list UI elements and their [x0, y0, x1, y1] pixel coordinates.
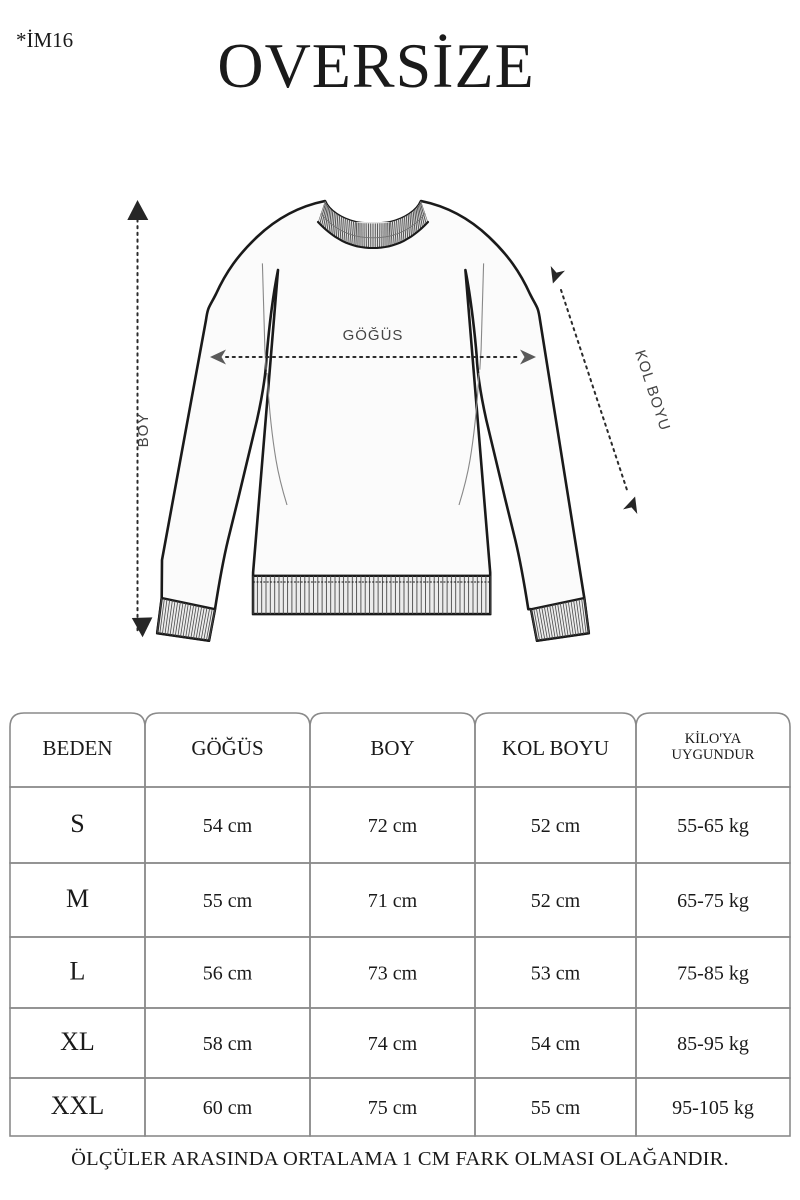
svg-text:73 cm: 73 cm	[368, 963, 418, 985]
svg-text:GÖĞÜS: GÖĞÜS	[191, 736, 263, 760]
svg-text:65-75 kg: 65-75 kg	[677, 890, 749, 912]
svg-text:XL: XL	[60, 1027, 95, 1056]
svg-text:75 cm: 75 cm	[368, 1097, 418, 1119]
svg-text:BEDEN: BEDEN	[43, 736, 113, 760]
svg-text:XXL: XXL	[51, 1091, 104, 1120]
svg-text:53 cm: 53 cm	[531, 963, 581, 985]
svg-text:L: L	[70, 957, 86, 986]
svg-text:S: S	[70, 809, 84, 838]
svg-text:54 cm: 54 cm	[531, 1033, 581, 1055]
svg-text:ÖLÇÜLER ARASINDA ORTALAMA 1 CM: ÖLÇÜLER ARASINDA ORTALAMA 1 CM FARK OLMA…	[71, 1147, 729, 1170]
svg-text:71 cm: 71 cm	[368, 890, 418, 912]
svg-text:75-85 kg: 75-85 kg	[677, 963, 749, 985]
svg-text:72 cm: 72 cm	[368, 815, 418, 837]
svg-text:60 cm: 60 cm	[203, 1097, 253, 1119]
svg-text:55 cm: 55 cm	[203, 890, 253, 912]
svg-text:85-95 kg: 85-95 kg	[677, 1033, 749, 1055]
svg-text:55 cm: 55 cm	[531, 1097, 581, 1119]
svg-text:55-65 kg: 55-65 kg	[677, 815, 749, 837]
svg-text:54 cm: 54 cm	[203, 815, 253, 837]
svg-text:KOL BOYU: KOL BOYU	[502, 736, 609, 760]
svg-text:95-105 kg: 95-105 kg	[672, 1097, 754, 1119]
svg-text:52 cm: 52 cm	[531, 890, 581, 912]
svg-text:KİLO'YA: KİLO'YA	[685, 731, 742, 747]
svg-text:M: M	[66, 884, 89, 913]
svg-text:56 cm: 56 cm	[203, 963, 253, 985]
svg-text:BOY: BOY	[370, 736, 414, 760]
svg-text:52 cm: 52 cm	[531, 815, 581, 837]
svg-text:58 cm: 58 cm	[203, 1033, 253, 1055]
svg-text:UYGUNDUR: UYGUNDUR	[672, 747, 755, 763]
svg-text:74 cm: 74 cm	[368, 1033, 418, 1055]
